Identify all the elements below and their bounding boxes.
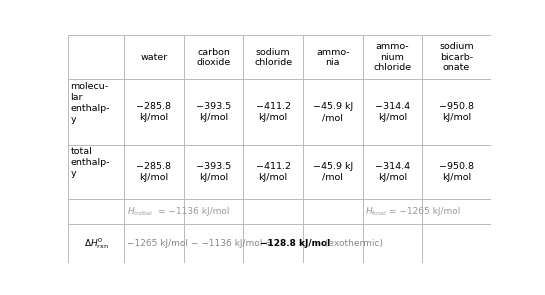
Text: (exothermic): (exothermic) bbox=[322, 239, 383, 248]
Text: = −1136 kJ/mol: = −1136 kJ/mol bbox=[158, 207, 229, 216]
Bar bbox=[124, 224, 184, 263]
Bar bbox=[184, 224, 243, 263]
Text: total
enthalp-
y: total enthalp- y bbox=[70, 147, 110, 178]
Text: $H_\mathrm{final}$: $H_\mathrm{final}$ bbox=[365, 205, 387, 218]
Text: −314.4
kJ/mol: −314.4 kJ/mol bbox=[375, 102, 410, 122]
Bar bbox=[422, 224, 490, 263]
Bar bbox=[303, 224, 362, 263]
Bar bbox=[362, 224, 422, 263]
Bar bbox=[68, 199, 124, 224]
Bar bbox=[243, 199, 303, 224]
Text: $H_\mathrm{initial}$: $H_\mathrm{initial}$ bbox=[127, 205, 153, 218]
Bar bbox=[68, 145, 124, 199]
Bar bbox=[124, 145, 184, 199]
Text: −411.2
kJ/mol: −411.2 kJ/mol bbox=[256, 102, 290, 122]
Bar bbox=[68, 224, 124, 263]
Bar bbox=[184, 145, 243, 199]
Text: −1265 kJ/mol − −1136 kJ/mol =: −1265 kJ/mol − −1136 kJ/mol = bbox=[127, 239, 276, 248]
Bar bbox=[422, 145, 490, 199]
Text: −393.5
kJ/mol: −393.5 kJ/mol bbox=[196, 102, 231, 122]
Text: −411.2
kJ/mol: −411.2 kJ/mol bbox=[256, 162, 290, 182]
Bar bbox=[362, 145, 422, 199]
Bar bbox=[243, 35, 303, 79]
Text: $\Delta H^0_\mathrm{rxn}$: $\Delta H^0_\mathrm{rxn}$ bbox=[83, 236, 108, 251]
Text: ammo-
nium
chloride: ammo- nium chloride bbox=[373, 42, 411, 72]
Bar bbox=[303, 145, 362, 199]
Text: ammo-
nia: ammo- nia bbox=[316, 48, 349, 67]
Bar bbox=[124, 35, 184, 79]
Text: water: water bbox=[140, 53, 167, 62]
Bar bbox=[68, 79, 124, 145]
Bar bbox=[184, 35, 243, 79]
Text: −950.8
kJ/mol: −950.8 kJ/mol bbox=[439, 102, 474, 122]
Text: −45.9 kJ
/mol: −45.9 kJ /mol bbox=[313, 162, 353, 182]
Bar bbox=[422, 199, 490, 224]
Bar bbox=[243, 224, 303, 263]
Bar bbox=[184, 199, 243, 224]
Bar bbox=[243, 79, 303, 145]
Bar bbox=[303, 35, 362, 79]
Bar bbox=[362, 79, 422, 145]
Bar bbox=[422, 79, 490, 145]
Bar bbox=[124, 79, 184, 145]
Bar bbox=[68, 35, 124, 79]
Text: sodium
bicarb-
onate: sodium bicarb- onate bbox=[439, 42, 474, 72]
Text: −128.8 kJ/mol: −128.8 kJ/mol bbox=[261, 239, 331, 248]
Bar bbox=[303, 199, 362, 224]
Bar bbox=[422, 35, 490, 79]
Bar bbox=[362, 35, 422, 79]
Text: −285.8
kJ/mol: −285.8 kJ/mol bbox=[136, 102, 171, 122]
Bar bbox=[124, 199, 184, 224]
Text: −393.5
kJ/mol: −393.5 kJ/mol bbox=[196, 162, 231, 182]
Text: carbon
dioxide: carbon dioxide bbox=[196, 48, 231, 67]
Text: sodium
chloride: sodium chloride bbox=[254, 48, 292, 67]
Text: = −1265 kJ/mol: = −1265 kJ/mol bbox=[389, 207, 461, 216]
Bar bbox=[303, 79, 362, 145]
Text: −285.8
kJ/mol: −285.8 kJ/mol bbox=[136, 162, 171, 182]
Bar bbox=[184, 79, 243, 145]
Text: −950.8
kJ/mol: −950.8 kJ/mol bbox=[439, 162, 474, 182]
Text: −314.4
kJ/mol: −314.4 kJ/mol bbox=[375, 162, 410, 182]
Text: molecu-
lar
enthalp-
y: molecu- lar enthalp- y bbox=[70, 82, 110, 124]
Text: −45.9 kJ
/mol: −45.9 kJ /mol bbox=[313, 102, 353, 122]
Bar bbox=[362, 199, 422, 224]
Bar bbox=[243, 145, 303, 199]
